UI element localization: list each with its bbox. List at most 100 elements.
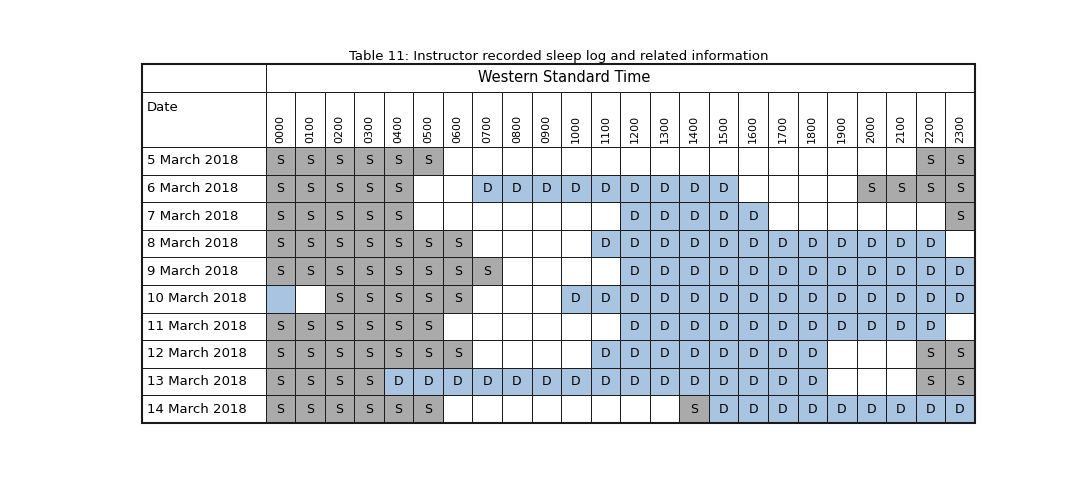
Bar [945,340,974,368]
Bar [945,147,974,175]
Text: D: D [837,292,847,305]
Bar [502,285,532,312]
Bar [620,92,650,147]
Text: D: D [718,402,728,415]
Bar [620,285,650,312]
Text: D: D [630,210,640,223]
Bar [413,257,443,285]
Bar [708,312,738,340]
Text: D: D [867,402,876,415]
Text: D: D [867,292,876,305]
Bar [650,175,679,202]
Bar [143,64,266,92]
Text: 2000: 2000 [867,115,876,143]
Text: S: S [956,182,964,195]
Text: 1400: 1400 [689,115,699,143]
Bar [472,257,502,285]
Bar [650,92,679,147]
Bar [708,368,738,395]
Text: S: S [277,375,284,388]
Bar [708,230,738,257]
Text: D: D [749,210,758,223]
Bar [827,175,857,202]
Bar [384,175,413,202]
Bar [679,175,709,202]
Text: D: D [483,375,492,388]
Bar [443,340,472,368]
Text: S: S [306,154,314,167]
Text: S: S [926,348,934,361]
Text: S: S [277,237,284,250]
Bar [532,92,561,147]
Text: D: D [749,292,758,305]
Bar [354,202,384,230]
Text: D: D [452,375,462,388]
Bar [561,175,591,202]
Bar [325,257,354,285]
Bar [650,285,679,312]
Bar [443,202,472,230]
Bar [591,368,620,395]
Text: D: D [659,348,669,361]
Bar [143,202,266,230]
Bar [384,202,413,230]
Bar [266,395,295,423]
Text: D: D [749,320,758,333]
Text: D: D [778,375,788,388]
Text: S: S [336,237,343,250]
Bar [708,92,738,147]
Bar [295,395,325,423]
Text: S: S [926,154,934,167]
Bar [708,175,738,202]
Text: D: D [808,348,818,361]
Bar [916,368,945,395]
Bar [472,312,502,340]
Bar [325,368,354,395]
Bar [620,202,650,230]
Text: D: D [659,237,669,250]
Bar [886,368,916,395]
Bar [325,230,354,257]
Bar [916,230,945,257]
Text: D: D [837,402,847,415]
Bar [472,285,502,312]
Text: 5 March 2018: 5 March 2018 [147,154,239,167]
Text: 1800: 1800 [808,115,818,143]
Text: D: D [689,348,699,361]
Bar [561,92,591,147]
Bar [413,202,443,230]
Bar [532,202,561,230]
Bar [738,285,768,312]
Bar [620,230,650,257]
Bar [532,230,561,257]
Bar [679,230,709,257]
Bar [679,340,709,368]
Text: D: D [896,237,906,250]
Bar [143,312,266,340]
Text: D: D [571,182,581,195]
Bar [443,368,472,395]
Bar [620,340,650,368]
Bar [738,230,768,257]
Bar [561,395,591,423]
Bar [295,202,325,230]
Bar [591,395,620,423]
Text: S: S [365,154,373,167]
Bar [708,202,738,230]
Bar [886,230,916,257]
Text: D: D [689,210,699,223]
Text: S: S [306,348,314,361]
Text: D: D [393,375,403,388]
Bar [916,175,945,202]
Bar [768,340,798,368]
Bar [295,368,325,395]
Bar [857,92,886,147]
Bar [384,368,413,395]
Bar [738,92,768,147]
Text: S: S [956,348,964,361]
Bar [738,202,768,230]
Bar [443,92,472,147]
Bar [650,202,679,230]
Bar [738,312,768,340]
Text: Western Standard Time: Western Standard Time [479,70,651,85]
